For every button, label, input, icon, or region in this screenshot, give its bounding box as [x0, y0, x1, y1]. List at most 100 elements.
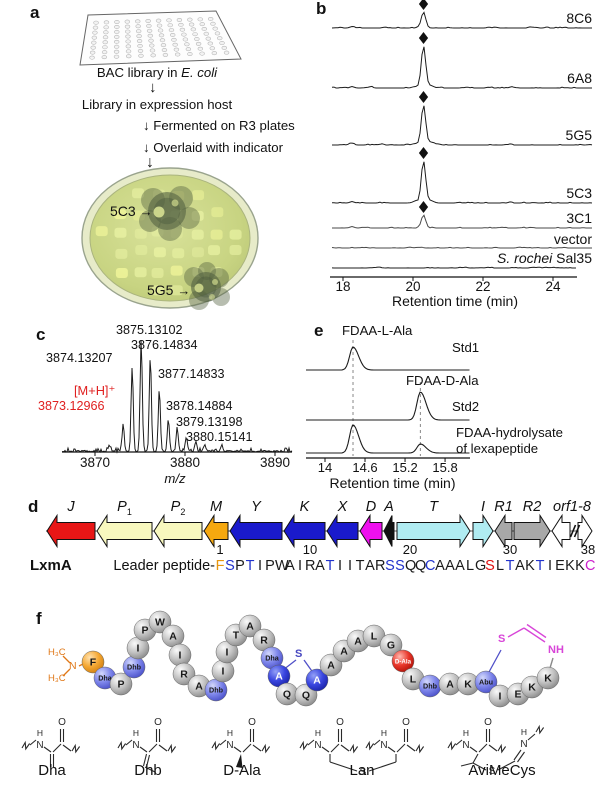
atom-label-O: O [154, 717, 162, 728]
residue-ball-label: A [275, 671, 283, 683]
residue-ball-label: T [233, 630, 240, 642]
down-arrow-icon: ↓ [143, 118, 150, 133]
bac-library-caption: BAC library in E. coli [57, 66, 257, 80]
trace-label-3C1: 3C1 [566, 210, 592, 226]
atom-label-H: H [315, 728, 321, 738]
x-tick-18: 18 [335, 279, 351, 294]
precursor-name: LxmA [30, 557, 72, 574]
mz-peak-label-3875.13102: 3875.13102 [116, 323, 183, 337]
gene-label-orf1-8: orf1-8 [553, 499, 591, 515]
chromatogram-trace-5C3 [331, 161, 593, 204]
clone-id: 5C3 [110, 203, 136, 219]
atom-label-N: N [314, 740, 321, 751]
residue-ball-label: A [246, 621, 254, 633]
n-methyl-bond [62, 655, 71, 664]
structure-D-Ala: NH O [211, 717, 271, 768]
hplc-trace-Std1 [306, 346, 470, 371]
residue-ball-label: K [544, 673, 552, 685]
atom-label-H: H [381, 728, 387, 738]
residue-ball-10-R [172, 662, 196, 686]
chromatogram-trace-5G5 [332, 105, 593, 146]
panel-e-chromatograms [306, 340, 470, 462]
residue-ball-27-G [379, 633, 403, 657]
atom-label-H: H [37, 728, 43, 738]
atom-label-H: H [521, 727, 527, 737]
seq-residue-20-Q: Q [405, 558, 417, 574]
residue-ball-label: A [313, 675, 321, 687]
gene-arrow-D [359, 513, 383, 549]
residue-number-38: 38 [580, 542, 596, 557]
seq-residue-4-T: T [245, 558, 255, 574]
caption-text: BAC library in [96, 65, 182, 80]
residue-ball-label: I [222, 666, 225, 678]
residue-ball-label: W [155, 617, 165, 629]
workflow-step-1: Library in expression host [81, 97, 233, 112]
atom-label-N: N [132, 740, 139, 751]
trace-label-6A8: 6A8 [567, 70, 592, 86]
trace-label-5C3: 5C3 [566, 185, 592, 201]
gene-label-M: M [209, 499, 223, 515]
seq-residue-37-K: K [575, 558, 585, 574]
seq-residue-15-T: T [355, 558, 365, 574]
structure-Dha: NH O [21, 717, 81, 767]
seq-residue-10-R: R [305, 558, 316, 574]
avimecys-sulfur: S [498, 633, 506, 645]
residue-ball-label: D-Ala [395, 659, 412, 666]
structure-name-D-Ala: D-Ala [223, 762, 261, 779]
gene-label-D: D [365, 499, 377, 515]
seq-residue-17-R: R [375, 558, 386, 574]
atom-label-H: H [463, 728, 469, 738]
sequence-break-slashes [569, 524, 577, 538]
gene-arrow-X [326, 513, 359, 549]
panel-letter-e: e [314, 321, 324, 340]
structure-name-Dhb: Dhb [134, 762, 162, 779]
seq-residue-11-A: A [315, 558, 325, 574]
residue-number-30: 30 [502, 542, 518, 557]
atom-label-N: N [226, 740, 233, 751]
atom-label-O: O [484, 717, 492, 728]
trace-label-vector: vector [553, 231, 592, 247]
indicator-zone [139, 186, 200, 241]
residue-number-1: 1 [216, 542, 224, 557]
panel-letter-f: f [36, 609, 42, 628]
peak-diamond-marker [418, 91, 429, 103]
panel-e-x-axis-label: Retention time (min) [329, 475, 456, 491]
panel-letter-b: b [316, 0, 327, 18]
residue-ball-label: R [260, 635, 268, 647]
seq-residue-2-S: S [225, 558, 235, 574]
x-tick-15.8: 15.8 [432, 460, 458, 475]
chromatogram-trace-3C1 [332, 214, 592, 229]
residue-ball-label: Dhb [127, 663, 142, 672]
gene-label-X: X [337, 499, 348, 515]
seq-residue-24-A: A [445, 558, 455, 574]
leader-peptide-label: Leader peptide- [113, 558, 215, 574]
n-methyl-top: H₃C [48, 647, 66, 658]
residue-ball-label: I [499, 691, 502, 703]
residue-ball-label: A [446, 679, 454, 691]
trace-label-std1: Std1 [452, 340, 480, 355]
seq-residue-7-W: W [275, 558, 289, 574]
residue-ball-label: R [180, 669, 188, 681]
residue-ball-label: Q [283, 689, 291, 701]
chromatogram-trace-6A8 [331, 46, 592, 89]
lanthionine-sulfur: S [295, 648, 303, 660]
adduct-annotation: [M+H]⁺ [74, 383, 116, 398]
x-tick-3880: 3880 [169, 455, 201, 470]
residue-ball-label: G [387, 640, 395, 652]
structure-name-Lan: Lan [349, 762, 375, 779]
seq-residue-13-I: I [337, 558, 343, 574]
residue-ball-label: E [514, 689, 521, 701]
x-tick-15.2: 15.2 [392, 460, 418, 475]
panel-b-x-axis-label: Retention time (min) [391, 293, 519, 309]
mz-peak-label-3878.14884: 3878.14884 [166, 399, 233, 413]
n-methyl-bottom: H₃C [48, 673, 66, 684]
residue-ball-33-Abu [474, 670, 498, 694]
gene-arrow-orf1-8 [551, 513, 571, 549]
seq-residue-26-L: L [465, 558, 475, 574]
atom-label-H: H [133, 728, 139, 738]
residue-ball-label: I [137, 643, 140, 655]
atom-label-N: N [520, 739, 527, 750]
dish-label-5G5: 5G5 → [147, 283, 190, 298]
seq-residue-34-I: I [547, 558, 553, 574]
